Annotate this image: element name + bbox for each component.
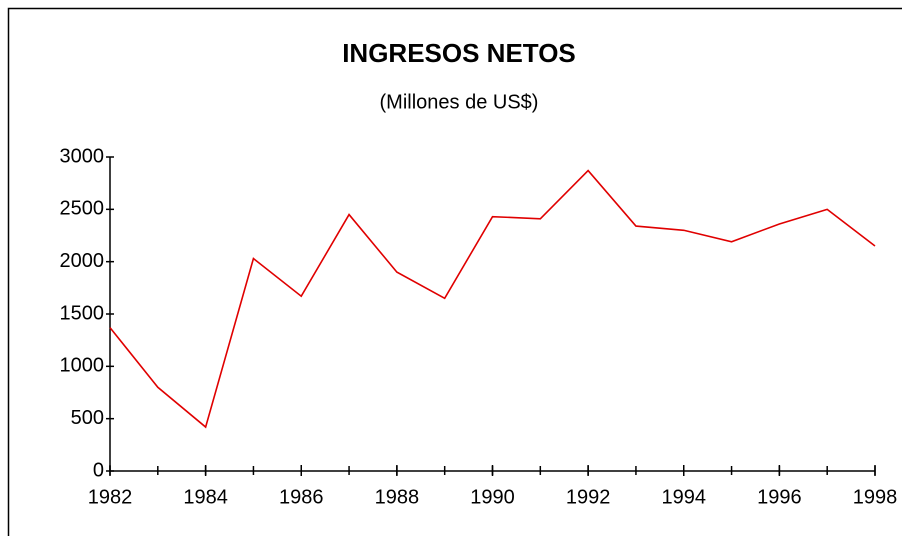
x-tick-label: 1982: [88, 486, 133, 508]
x-tick-label: 1990: [470, 486, 515, 508]
y-tick-label: 2500: [60, 198, 105, 220]
y-tick-label: 500: [71, 407, 104, 429]
y-tick-label: 1000: [60, 355, 105, 377]
y-tick-label: 1500: [60, 302, 105, 324]
frame: [7, 7, 902, 536]
y-tick-label: 2000: [60, 250, 105, 272]
y-tick-label: 3000: [60, 145, 105, 167]
y-tick-label: 0: [93, 459, 104, 481]
x-tick-label: 1998: [853, 486, 898, 508]
x-tick-label: 1992: [566, 486, 611, 508]
chart-title: INGRESOS NETOS: [342, 38, 576, 68]
x-tick-label: 1984: [183, 486, 228, 508]
x-tick-label: 1994: [662, 486, 707, 508]
line-series: [109, 169, 876, 429]
x-tick-label: 1986: [279, 486, 324, 508]
x-tick-label: 1988: [375, 486, 420, 508]
chart-subtitle: (Millones de US$): [380, 91, 539, 113]
x-tick-label: 1996: [757, 486, 802, 508]
